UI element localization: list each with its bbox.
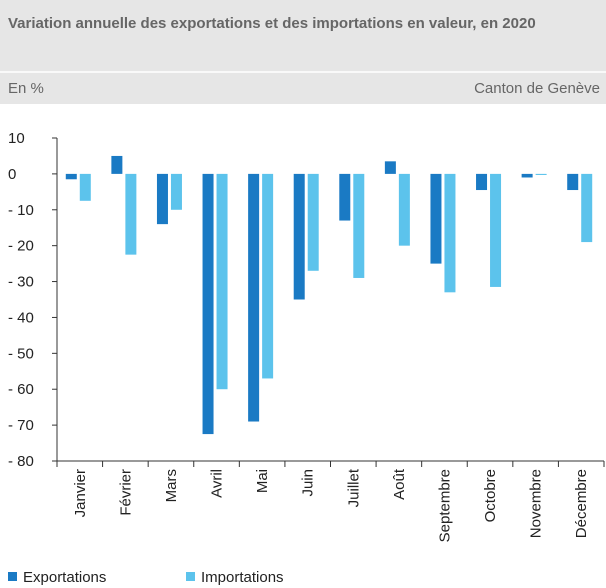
bar xyxy=(248,173,260,422)
chart-title: Variation annuelle des exportations et d… xyxy=(8,15,536,32)
bar xyxy=(567,173,579,191)
legend-label: Exportations xyxy=(23,569,106,586)
x-tick-label: Février xyxy=(117,469,134,516)
x-tick-label: Décembre xyxy=(573,469,590,538)
bar xyxy=(156,173,168,225)
x-tick-label: Janvier xyxy=(72,469,89,517)
bar xyxy=(79,173,91,201)
bar xyxy=(535,173,547,175)
x-tick-label: Juin xyxy=(300,469,317,497)
bar xyxy=(384,161,396,174)
bar xyxy=(353,173,365,278)
bar xyxy=(307,173,319,271)
title-box: Variation annuelle des exportations et d… xyxy=(8,15,536,32)
header-bg xyxy=(0,0,606,104)
x-tick-label: Août xyxy=(391,468,408,500)
y-tick-label: - 50 xyxy=(8,345,34,362)
y-tick-label: - 20 xyxy=(8,238,34,255)
y-tick-label: - 80 xyxy=(8,453,34,470)
bar xyxy=(170,173,182,210)
y-tick-label: - 70 xyxy=(8,417,34,434)
x-tick-label: Mars xyxy=(163,469,180,502)
x-tick-label: Mai xyxy=(254,469,271,493)
y-tick-label: 0 xyxy=(8,166,16,183)
y-tick-label: - 60 xyxy=(8,381,34,398)
legend-swatch xyxy=(8,572,17,581)
bar xyxy=(521,173,533,178)
bar xyxy=(476,173,488,191)
y-tick-label: 10 xyxy=(8,130,25,147)
bar xyxy=(202,173,214,435)
bar xyxy=(262,173,274,379)
chart-subtitle: En % xyxy=(8,80,44,97)
x-tick-label: Avril xyxy=(209,469,226,498)
y-tick-label: - 30 xyxy=(8,274,34,291)
y-tick-label: - 10 xyxy=(8,202,34,219)
chart-source: Canton de Genève xyxy=(474,80,600,97)
bar xyxy=(430,173,442,264)
y-tick-label: - 40 xyxy=(8,309,34,326)
bar xyxy=(581,173,593,243)
bar xyxy=(65,173,77,180)
x-tick-label: Septembre xyxy=(436,469,453,542)
bar xyxy=(444,173,456,293)
bar xyxy=(216,173,228,390)
bar xyxy=(125,173,137,255)
legend-swatch xyxy=(186,572,195,581)
legend-label: Importations xyxy=(201,569,284,586)
bar xyxy=(398,173,410,246)
bar xyxy=(293,173,305,300)
bar xyxy=(111,155,123,174)
x-tick-label: Octobre xyxy=(482,469,499,522)
bar xyxy=(339,173,351,221)
bar xyxy=(490,173,502,287)
x-tick-label: Juillet xyxy=(345,468,362,507)
x-tick-label: Novembre xyxy=(528,469,545,538)
